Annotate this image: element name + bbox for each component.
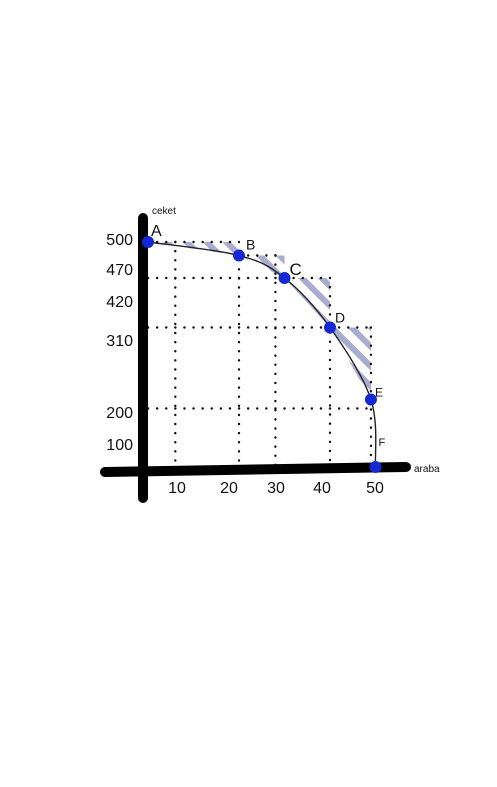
y-tick-100: 100 (106, 437, 133, 454)
x-tick-30: 30 (267, 480, 285, 497)
data-points: A B C D E F (142, 223, 386, 473)
hatched-region (148, 242, 371, 400)
y-tick-310: 310 (106, 333, 133, 350)
x-axis (100, 462, 411, 477)
y-tick-470: 470 (106, 262, 133, 279)
point-label-c: C (290, 260, 302, 279)
tick-labels: 10 20 30 40 50 500 470 420 310 200 100 (106, 232, 384, 497)
point-e (364, 393, 377, 406)
point-b (233, 249, 245, 262)
point-label-a: A (151, 223, 162, 240)
point-label-f: F (379, 437, 386, 449)
axes (100, 213, 411, 503)
point-label-b: B (246, 237, 255, 253)
x-tick-50: 50 (366, 480, 384, 497)
x-axis-label: araba (414, 464, 440, 475)
ppf-curve (147, 241, 377, 468)
y-axis-label: ceket (152, 206, 176, 217)
point-label-d: D (335, 310, 345, 326)
hatch-region-3 (284, 278, 330, 328)
point-a (142, 236, 154, 248)
point-c (278, 272, 291, 284)
y-tick-420: 420 (106, 294, 133, 311)
point-label-e: E (375, 386, 383, 400)
x-tick-20: 20 (220, 480, 238, 497)
point-d (324, 321, 336, 334)
point-f (369, 461, 382, 473)
y-tick-200: 200 (106, 405, 133, 422)
hatch-region-2 (239, 255, 285, 278)
hatch-region-4 (330, 327, 371, 400)
x-tick-40: 40 (313, 480, 331, 497)
dotted-grid (146, 240, 373, 469)
x-tick-10: 10 (168, 480, 186, 497)
y-tick-500: 500 (106, 232, 133, 249)
